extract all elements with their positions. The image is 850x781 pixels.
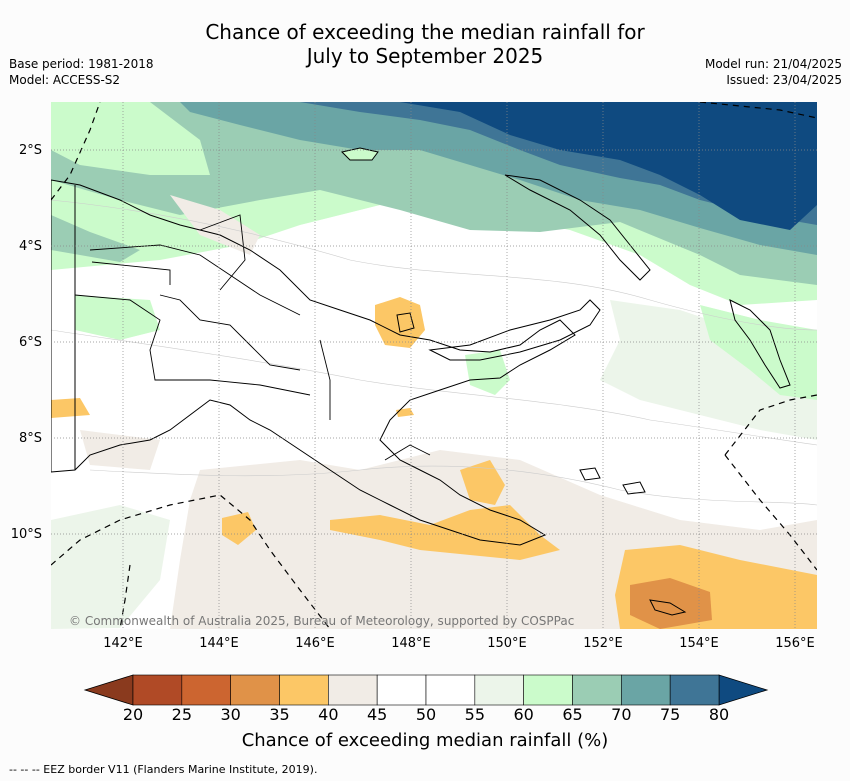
colorbar-tick: 35 <box>269 705 290 724</box>
lon-label-146e: 146°E <box>295 636 335 651</box>
colorbar-cell <box>523 674 573 706</box>
lon-label-154e: 154°E <box>679 636 719 651</box>
eez-footnote: -- -- -- EEZ border V11 (Flanders Marine… <box>9 763 318 776</box>
colorbar-tick: 25 <box>171 705 192 724</box>
lat-label-2s: 2°S <box>18 143 42 158</box>
lon-label-148e: 148°E <box>391 636 431 651</box>
zone-above-80 <box>400 102 817 230</box>
colorbar-tick: 45 <box>366 705 388 724</box>
colorbar-cell <box>181 674 231 706</box>
zone-40-45-southwest <box>80 430 160 470</box>
lon-label-150e: 150°E <box>487 636 527 651</box>
issued-date: Issued: 23/04/2025 <box>726 73 842 87</box>
colorbar-cell <box>425 674 476 706</box>
zone-60-65-east <box>700 305 817 400</box>
zone-40-45-north <box>170 195 260 255</box>
colorbar-cell <box>572 674 622 706</box>
graticule <box>51 102 817 629</box>
colorbar-tick: 55 <box>464 705 485 724</box>
map-canvas <box>51 102 817 629</box>
colorbar-tick: 50 <box>415 705 437 724</box>
lat-label-6s: 6°S <box>18 335 42 350</box>
colorbar-over-arrow <box>718 674 769 706</box>
model-run-date: Model run: 21/04/2025 <box>704 57 842 71</box>
base-period: Base period: 1981-2018 <box>9 57 154 71</box>
colorbar-cell <box>376 674 427 706</box>
colorbar-tick: 20 <box>122 705 144 724</box>
zone-65-70-west <box>51 215 140 262</box>
zone-35-40-dot <box>396 408 414 417</box>
model-name: Model: ACCESS-S2 <box>9 73 121 87</box>
colorbar-cells <box>132 674 720 706</box>
eez-borders <box>51 102 817 629</box>
zone-35-40-peninsula <box>460 460 505 505</box>
bougainville <box>729 299 791 389</box>
province-borders <box>74 214 431 461</box>
lat-label-8s: 8°S <box>18 431 42 446</box>
colorbar-under-arrow <box>83 674 134 706</box>
colorbar <box>83 674 769 706</box>
colorbar-cell <box>328 674 378 706</box>
colorbar-cell <box>621 674 671 706</box>
colorbar-cell <box>474 674 524 706</box>
zone-60-65-northwest <box>51 102 210 175</box>
colorbar-cell <box>669 674 720 706</box>
lat-label-4s: 4°S <box>18 239 42 254</box>
lon-label-142e: 142°E <box>103 636 143 651</box>
zone-35-40-south <box>330 505 560 560</box>
map-title-line2: July to September 2025 <box>306 44 544 68</box>
rossel-island <box>649 599 687 616</box>
colorbar-cell <box>279 674 329 706</box>
zone-60-65-central <box>465 350 510 395</box>
lon-label-156e: 156°E <box>775 636 815 651</box>
colorbar-cell <box>132 674 183 706</box>
colorbar-tick: 70 <box>611 705 632 724</box>
model-info: Base period: 1981-2018 Model: ACCESS-S2 <box>9 56 154 88</box>
colorbar-cell <box>230 674 280 706</box>
zone-35-40-small <box>222 512 256 545</box>
zone-35-40-west <box>51 398 90 418</box>
umboi-island <box>396 312 415 333</box>
colorbar-tick: 65 <box>562 705 583 724</box>
manus-island <box>341 147 379 161</box>
trobriand-islands <box>622 481 646 495</box>
new-ireland <box>504 174 651 281</box>
colorbar-tick: 40 <box>318 705 339 724</box>
contour-lines <box>51 199 817 506</box>
d-entrecasteaux-islands <box>579 467 601 481</box>
new-britain <box>428 299 601 361</box>
zone-35-40-mainland <box>375 297 425 348</box>
run-info: Model run: 21/04/2025 Issued: 23/04/2025 <box>705 56 842 88</box>
lat-label-10s: 10°S <box>10 527 42 542</box>
map-title-line1: Chance of exceeding the median rainfall … <box>205 20 645 44</box>
zone-55-60-east <box>600 300 817 440</box>
png-mainland <box>51 179 576 546</box>
copyright-notice: © Commonwealth of Australia 2025, Bureau… <box>69 614 575 628</box>
lon-label-144e: 144°E <box>199 636 239 651</box>
lon-label-152e: 152°E <box>583 636 623 651</box>
colorbar-tick: 80 <box>708 705 730 724</box>
colorbar-tick: 30 <box>220 705 241 724</box>
colorbar-label: Chance of exceeding median rainfall (%) <box>241 730 609 751</box>
colorbar-tick: 60 <box>513 705 534 724</box>
colorbar-tick: 75 <box>659 705 681 724</box>
zone-55-60-southwest <box>51 505 170 629</box>
